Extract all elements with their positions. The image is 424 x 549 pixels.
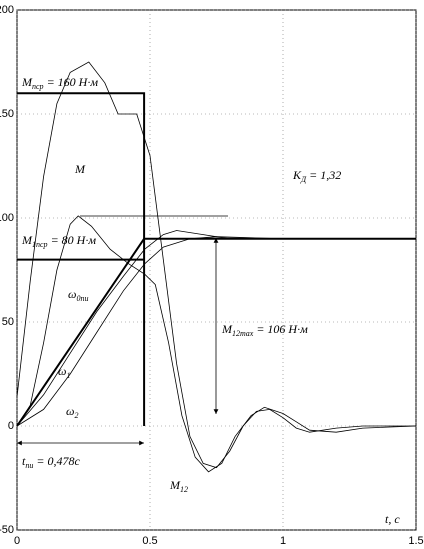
annotation-sub: 1пср: [32, 240, 48, 249]
annotation-base: M: [21, 233, 33, 247]
annotation: M12: [169, 478, 188, 494]
y-tick-label: 50: [2, 316, 14, 328]
curve: [16, 237, 416, 427]
annotation-sub: Д: [300, 175, 307, 184]
annotation-base: ω: [58, 364, 66, 378]
annotation-sub: 12max: [232, 329, 254, 338]
x-tick-label: 1.5: [408, 535, 423, 547]
annotation-base: M: [169, 478, 181, 492]
annotation-sub: 0пи: [76, 294, 88, 303]
annotation: tпи = 0,478c: [22, 454, 80, 470]
curve: [16, 215, 417, 473]
annotation: ω1: [58, 364, 70, 380]
annotation-tail: = 0,478c: [33, 454, 80, 468]
annotation-base: ω: [68, 287, 76, 301]
curve: [16, 61, 416, 469]
annotation: Mпср = 160 Н·м: [21, 75, 98, 91]
annotation: M: [74, 162, 86, 176]
y-tick-label: -50: [0, 524, 14, 536]
annotation-tail: = 1,32: [306, 168, 341, 182]
annotation-base: M: [21, 75, 33, 89]
x-tick-label: 0.5: [142, 535, 157, 547]
curve: [17, 92, 146, 426]
annotation: ω0пи: [68, 287, 88, 303]
annotation: t, c: [385, 512, 400, 526]
curve: [16, 236, 416, 427]
annotation-base: t: [22, 454, 26, 468]
y-tick-label: 100: [0, 212, 14, 224]
annotation-base: M: [74, 162, 86, 176]
annotation-sub: 1: [66, 371, 70, 380]
annotation-sub: пи: [25, 461, 33, 470]
annotation-base: M: [221, 322, 233, 336]
annotation-base: t, c: [385, 512, 400, 526]
annotation-tail: = 160 Н·м: [44, 75, 99, 89]
annotation-tail: = 106 Н·м: [253, 322, 308, 336]
annotation: M1пср = 80 Н·м: [21, 233, 96, 249]
curve: [16, 230, 416, 427]
annotation-sub: 12: [180, 485, 188, 494]
y-tick-label: 200: [0, 4, 14, 16]
x-tick-label: 1: [280, 535, 286, 547]
y-tick-label: 0: [8, 420, 14, 432]
y-tick-label: 150: [0, 108, 14, 120]
annotation-base: K: [292, 168, 302, 182]
annotation: KД = 1,32: [292, 168, 341, 184]
annotation-sub: пср: [32, 82, 44, 91]
x-tick-label: 0: [14, 535, 20, 547]
annotation-tail: = 80 Н·м: [48, 233, 97, 247]
annotation-base: ω: [66, 404, 74, 418]
annotation: M12max = 106 Н·м: [221, 322, 308, 338]
annotation-sub: 2: [74, 411, 78, 420]
annotation: ω2: [66, 404, 78, 420]
